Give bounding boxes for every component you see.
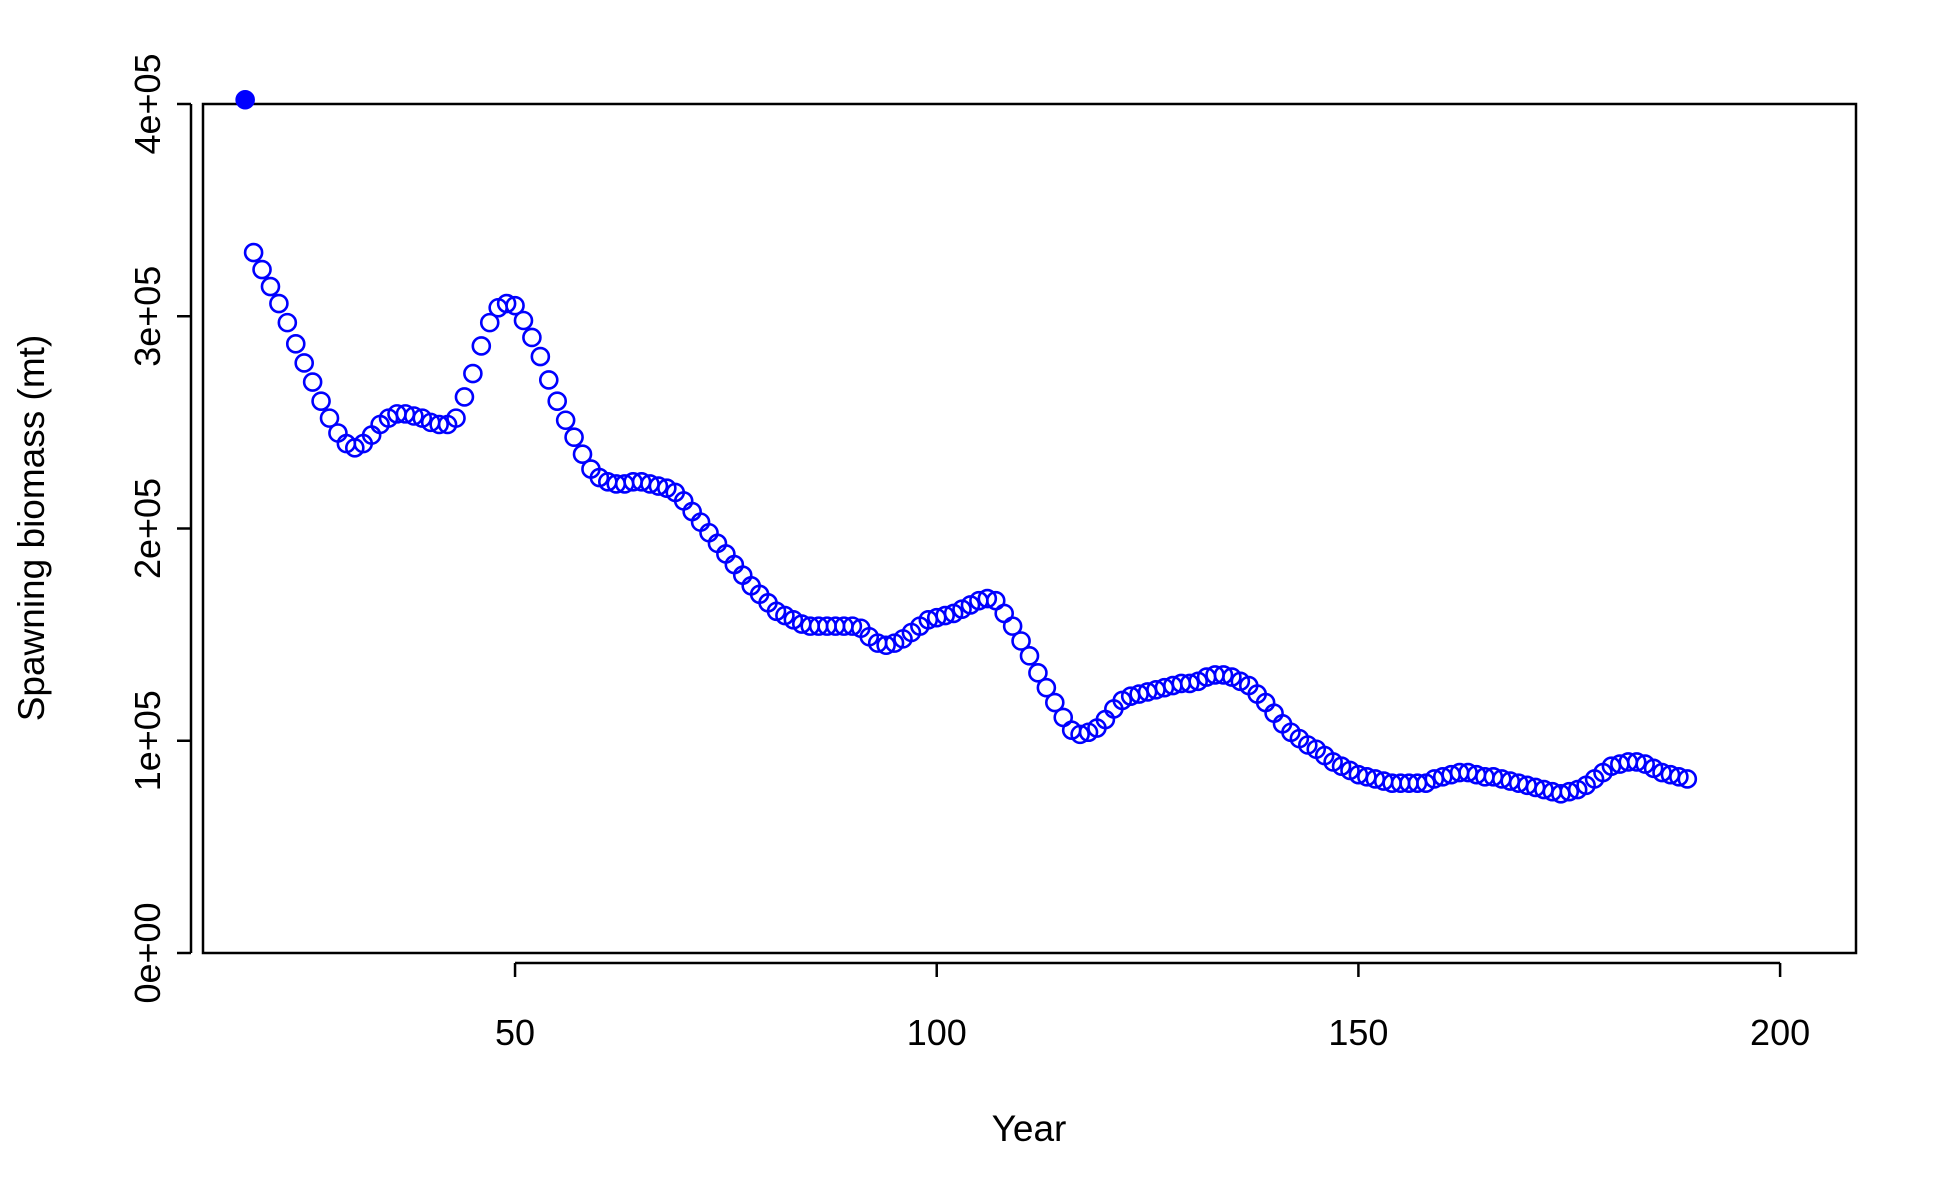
- biomass-point: [1677, 769, 1698, 789]
- biomass-point: [522, 327, 542, 348]
- biomass-point: [277, 312, 298, 333]
- y-axis: 0e+00 1e+05 2e+05 3e+05 4e+05: [127, 53, 193, 1004]
- y-tick-label: 2e+05: [127, 478, 168, 579]
- data-points: [235, 89, 1698, 804]
- x-axis: 50 100 150 200: [495, 961, 1810, 1053]
- biomass-point: [555, 410, 576, 431]
- biomass-point: [446, 408, 466, 428]
- biomass-point: [876, 635, 896, 656]
- biomass-point: [252, 259, 272, 280]
- biomass-point: [977, 588, 998, 609]
- biomass-point: [1036, 677, 1057, 698]
- biomass-point: [285, 334, 306, 354]
- x-tick-label: 200: [1750, 1012, 1810, 1053]
- biomass-point: [564, 427, 584, 448]
- y-tick-label: 0e+00: [127, 902, 168, 1003]
- biomass-point: [1002, 616, 1023, 636]
- y-tick-label: 4e+05: [127, 53, 168, 154]
- biomass-point: [572, 444, 593, 465]
- biomass-point: [429, 414, 449, 435]
- biomass-point: [1011, 631, 1031, 651]
- biomass-point: [538, 370, 559, 390]
- biomass-point: [505, 295, 525, 316]
- biomass-point: [648, 476, 669, 496]
- biomass-point: [404, 406, 424, 426]
- biomass-point: [1626, 752, 1647, 772]
- biomass-point: [935, 605, 955, 626]
- biomass-point: [311, 391, 331, 411]
- biomass-point: [479, 312, 500, 333]
- biomass-point: [1213, 665, 1234, 685]
- biomass-point: [1070, 724, 1090, 745]
- biomass-point: [302, 372, 323, 392]
- biomass-point: [260, 276, 281, 297]
- biomass-point: [1028, 663, 1048, 683]
- x-tick-label: 50: [495, 1012, 535, 1053]
- biomass-point: [454, 387, 475, 407]
- y-tick-label: 1e+05: [127, 690, 168, 791]
- biomass-point: [243, 242, 264, 263]
- unfished-biomass-point: [235, 89, 255, 110]
- biomass-point: [530, 346, 551, 367]
- biomass-point: [1045, 692, 1065, 713]
- y-axis-label: Spawning biomass (mt): [11, 335, 52, 722]
- biomass-point: [463, 363, 483, 384]
- biomass-point: [513, 310, 534, 331]
- plot-frame: [201, 102, 1858, 955]
- biomass-point: [294, 353, 315, 373]
- biomass-point: [496, 293, 517, 314]
- biomass-point: [1019, 646, 1040, 666]
- biomass-point: [1559, 781, 1580, 802]
- x-axis-label: Year: [992, 1108, 1067, 1149]
- biomass-point: [547, 391, 568, 411]
- y-tick-label: 3e+05: [127, 266, 168, 367]
- biomass-point: [1669, 767, 1689, 787]
- biomass-point: [471, 336, 492, 356]
- x-tick-label: 100: [907, 1012, 967, 1053]
- biomass-point: [1179, 673, 1200, 694]
- biomass-point: [269, 293, 289, 314]
- biomass-point: [319, 408, 340, 428]
- biomass-point: [842, 616, 863, 636]
- x-tick-label: 150: [1328, 1012, 1388, 1053]
